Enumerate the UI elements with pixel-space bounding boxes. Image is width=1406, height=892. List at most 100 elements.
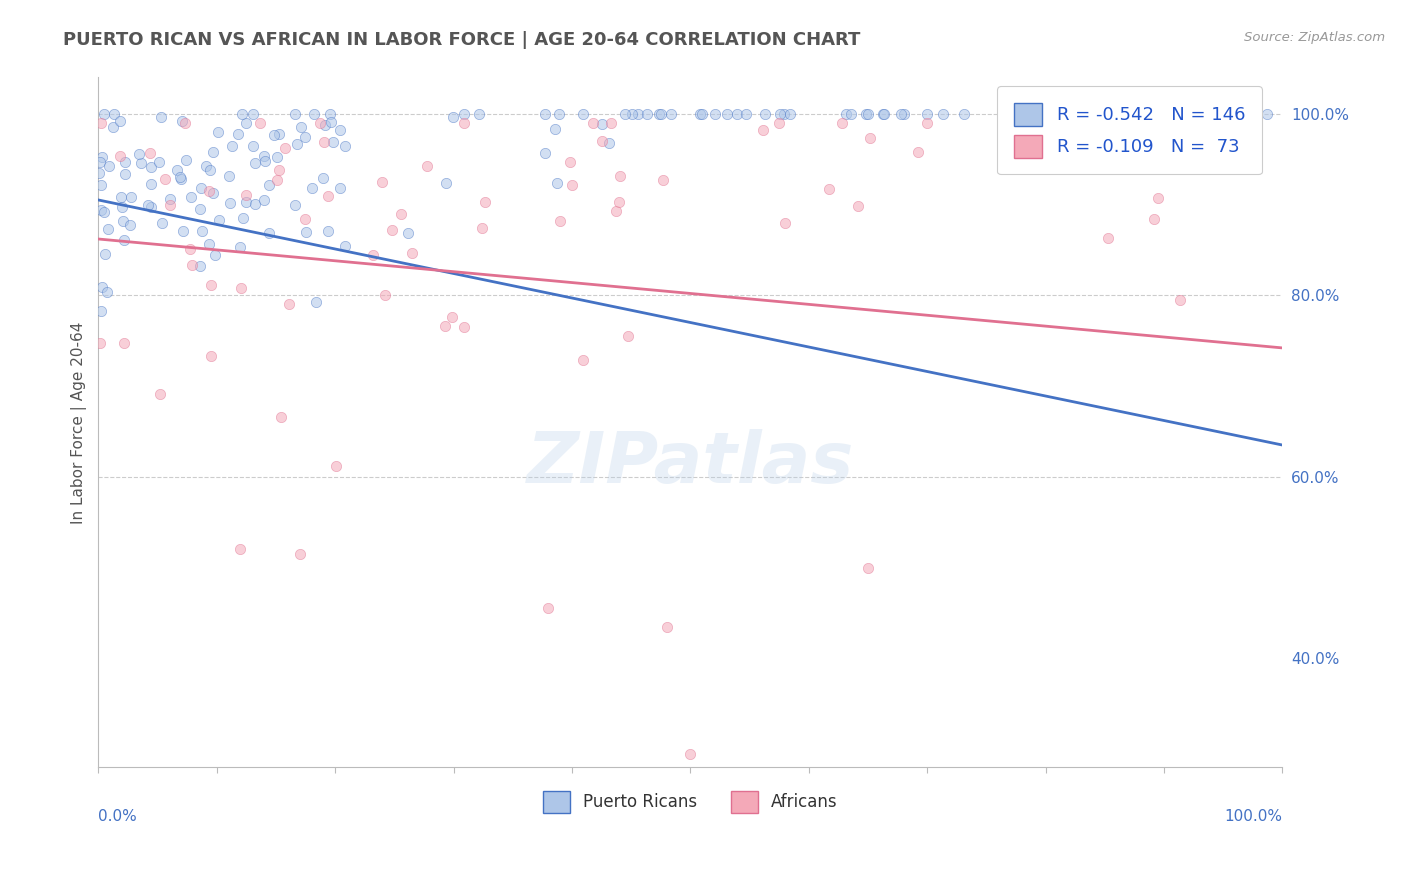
Point bbox=[295, 225, 318, 239]
Point bbox=[915, 116, 938, 130]
Point bbox=[932, 107, 955, 121]
Point bbox=[572, 107, 595, 121]
Point bbox=[101, 120, 124, 135]
Point bbox=[284, 107, 307, 121]
Point bbox=[232, 211, 254, 226]
Point bbox=[266, 173, 288, 187]
Point bbox=[141, 177, 163, 191]
Point bbox=[434, 176, 457, 190]
Point bbox=[768, 116, 790, 130]
Point bbox=[470, 221, 492, 235]
Point bbox=[1001, 107, 1024, 121]
Point bbox=[245, 156, 267, 170]
Point bbox=[174, 153, 197, 168]
Point bbox=[322, 136, 344, 150]
Point bbox=[453, 107, 475, 121]
Point bbox=[1084, 107, 1107, 121]
Point bbox=[89, 335, 111, 350]
Point bbox=[1241, 107, 1264, 121]
Point bbox=[1256, 107, 1278, 121]
Point bbox=[277, 296, 299, 310]
Point bbox=[773, 107, 796, 121]
Text: Source: ZipAtlas.com: Source: ZipAtlas.com bbox=[1244, 31, 1385, 45]
Point bbox=[321, 114, 343, 128]
Point bbox=[859, 130, 882, 145]
Point bbox=[534, 146, 557, 161]
Point bbox=[90, 303, 112, 318]
Point bbox=[108, 149, 131, 163]
Point bbox=[284, 198, 307, 212]
Point bbox=[242, 107, 264, 121]
Point bbox=[198, 184, 221, 198]
Point bbox=[191, 224, 214, 238]
Point bbox=[312, 171, 335, 186]
Point bbox=[953, 107, 976, 121]
Point bbox=[561, 178, 583, 193]
Point bbox=[319, 107, 342, 121]
Point bbox=[259, 226, 281, 240]
Point bbox=[314, 118, 336, 132]
Point bbox=[97, 160, 120, 174]
Point bbox=[139, 160, 162, 174]
Point bbox=[679, 747, 702, 761]
Point bbox=[269, 163, 291, 178]
Point bbox=[129, 156, 152, 170]
Point bbox=[290, 120, 312, 134]
Point bbox=[453, 116, 475, 130]
Point bbox=[468, 107, 491, 121]
Point bbox=[90, 178, 112, 193]
Point bbox=[655, 619, 678, 633]
Point bbox=[190, 181, 212, 195]
Point bbox=[544, 122, 567, 136]
Point bbox=[229, 281, 252, 295]
Point bbox=[1143, 127, 1166, 141]
Point bbox=[537, 601, 560, 615]
Point bbox=[159, 198, 181, 212]
Point bbox=[598, 136, 620, 150]
Point bbox=[218, 196, 240, 211]
Point bbox=[294, 129, 316, 144]
Point bbox=[93, 107, 115, 121]
Point bbox=[294, 212, 316, 227]
Point bbox=[301, 181, 323, 195]
Text: PUERTO RICAN VS AFRICAN IN LABOR FORCE | AGE 20-64 CORRELATION CHART: PUERTO RICAN VS AFRICAN IN LABOR FORCE |… bbox=[63, 31, 860, 49]
Point bbox=[128, 147, 150, 161]
Point bbox=[734, 107, 756, 121]
Point bbox=[221, 139, 243, 153]
Point bbox=[270, 409, 292, 424]
Point bbox=[374, 288, 396, 302]
Point bbox=[235, 188, 257, 202]
Point bbox=[690, 107, 713, 121]
Point bbox=[150, 216, 173, 230]
Point bbox=[218, 169, 240, 183]
Point bbox=[179, 242, 201, 256]
Point bbox=[309, 116, 332, 130]
Point bbox=[329, 123, 352, 137]
Point bbox=[1101, 116, 1123, 130]
Point bbox=[1029, 143, 1052, 157]
Point bbox=[907, 145, 929, 160]
Point bbox=[659, 107, 682, 121]
Point bbox=[90, 203, 112, 218]
Point bbox=[235, 116, 257, 130]
Point bbox=[773, 216, 796, 230]
Point bbox=[253, 149, 276, 163]
Point bbox=[257, 178, 280, 192]
Point bbox=[609, 194, 631, 209]
Point bbox=[893, 107, 915, 121]
Point bbox=[254, 154, 277, 169]
Point bbox=[90, 150, 112, 164]
Point bbox=[361, 248, 384, 262]
Point bbox=[87, 166, 110, 180]
Point bbox=[548, 213, 571, 227]
Point bbox=[202, 145, 225, 159]
Point bbox=[112, 234, 135, 248]
Point bbox=[371, 175, 394, 189]
Point bbox=[148, 155, 170, 169]
Legend: Puerto Ricans, Africans: Puerto Ricans, Africans bbox=[536, 783, 846, 821]
Point bbox=[136, 198, 159, 212]
Point bbox=[1168, 293, 1191, 307]
Point bbox=[872, 107, 894, 121]
Point bbox=[591, 135, 613, 149]
Point bbox=[716, 107, 738, 121]
